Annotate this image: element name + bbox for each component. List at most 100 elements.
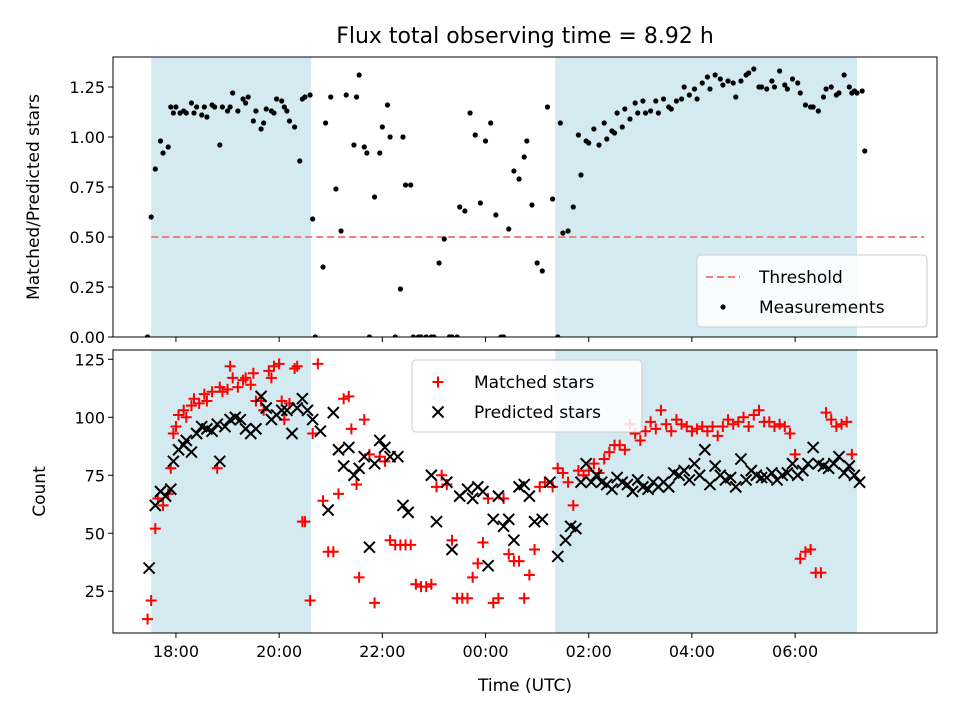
data-point-glyph (806, 441, 820, 454)
data-point (529, 543, 541, 555)
data-point (234, 413, 247, 426)
data-point (405, 539, 417, 551)
data-point-glyph (727, 418, 739, 430)
data-point (677, 464, 691, 477)
data-point-glyph (351, 479, 363, 491)
data-point (337, 459, 350, 473)
data-point (640, 98, 646, 104)
data-point (148, 214, 154, 220)
data-point (507, 534, 521, 547)
data-point (446, 534, 458, 546)
data-point (351, 479, 363, 491)
y-tick-label: 0.25 (69, 278, 105, 297)
data-point (660, 418, 672, 430)
data-point-glyph (794, 553, 806, 565)
data-point (694, 96, 700, 102)
y-axis-label: Matched/Predicted stars (24, 94, 44, 300)
data-point (820, 94, 827, 100)
data-point-glyph (686, 425, 698, 437)
data-point-glyph (254, 390, 268, 403)
data-point-glyph (569, 522, 583, 535)
data-point (292, 124, 298, 130)
data-point-glyph (729, 480, 742, 494)
data-point-glyph (218, 420, 232, 433)
series-top-1 (144, 66, 868, 337)
y-axis-label: Count (30, 466, 50, 517)
data-point-glyph (820, 407, 832, 419)
data-point (222, 383, 234, 395)
data-point (312, 358, 324, 370)
data-point (746, 70, 752, 76)
data-point (743, 421, 755, 433)
data-point (423, 334, 429, 337)
data-point (557, 467, 569, 479)
data-point-glyph (352, 462, 366, 475)
data-point-glyph (688, 457, 701, 470)
data-point (604, 136, 610, 142)
data-point (836, 418, 848, 430)
data-point (823, 86, 829, 92)
data-point-glyph (227, 372, 239, 384)
data-point (217, 142, 223, 148)
data-point (779, 421, 791, 433)
data-point-glyph (693, 469, 706, 482)
y-tick-label: 0.50 (69, 228, 105, 247)
data-point (436, 469, 448, 481)
legend: Threshold Measurements (696, 254, 928, 328)
data-point (183, 110, 189, 116)
data-point-glyph (619, 444, 631, 456)
data-point-glyph (440, 476, 454, 489)
data-point (201, 104, 207, 110)
data-point (751, 66, 757, 72)
data-point (328, 94, 334, 100)
data-point (243, 100, 249, 106)
data-point-glyph (234, 413, 247, 426)
data-point (789, 76, 796, 82)
data-point (343, 390, 355, 402)
x-tick-label: 20:00 (256, 642, 302, 661)
data-point (482, 138, 489, 144)
data-point-glyph (830, 421, 842, 433)
data-point (784, 86, 790, 92)
data-point (144, 334, 151, 337)
data-point-glyph (707, 421, 719, 433)
data-point (249, 422, 263, 436)
data-point-glyph (502, 513, 515, 526)
data-point-glyph (170, 421, 182, 433)
data-point (598, 453, 610, 465)
data-point (216, 386, 228, 398)
data-point (567, 499, 579, 511)
data-point (503, 548, 515, 560)
data-point (358, 414, 370, 426)
legend-box (696, 254, 928, 328)
data-point-glyph (368, 457, 381, 470)
data-point (513, 555, 525, 567)
data-point (686, 425, 698, 437)
data-point-glyph (285, 427, 299, 440)
data-point (631, 473, 644, 487)
data-point (781, 466, 794, 480)
data-point-glyph (332, 443, 345, 456)
data-point (351, 142, 357, 148)
data-point (321, 503, 335, 517)
data-point-glyph (567, 499, 579, 511)
data-point (784, 428, 796, 440)
data-point (555, 334, 561, 337)
data-point-glyph (603, 446, 615, 458)
data-point (544, 104, 551, 110)
data-point-glyph (337, 459, 350, 473)
data-point (193, 397, 205, 409)
data-point-glyph (180, 434, 193, 447)
legend-label: Threshold (758, 268, 843, 288)
data-point (686, 92, 692, 98)
data-point-glyph (588, 458, 600, 470)
data-point-glyph (211, 418, 224, 431)
data-point-glyph (590, 469, 603, 482)
data-point-glyph (265, 372, 277, 384)
data-point (574, 476, 588, 489)
data-point (578, 172, 584, 178)
data-point (500, 334, 507, 337)
data-point (327, 546, 339, 558)
data-point-glyph (268, 360, 280, 372)
data-point (431, 481, 443, 493)
